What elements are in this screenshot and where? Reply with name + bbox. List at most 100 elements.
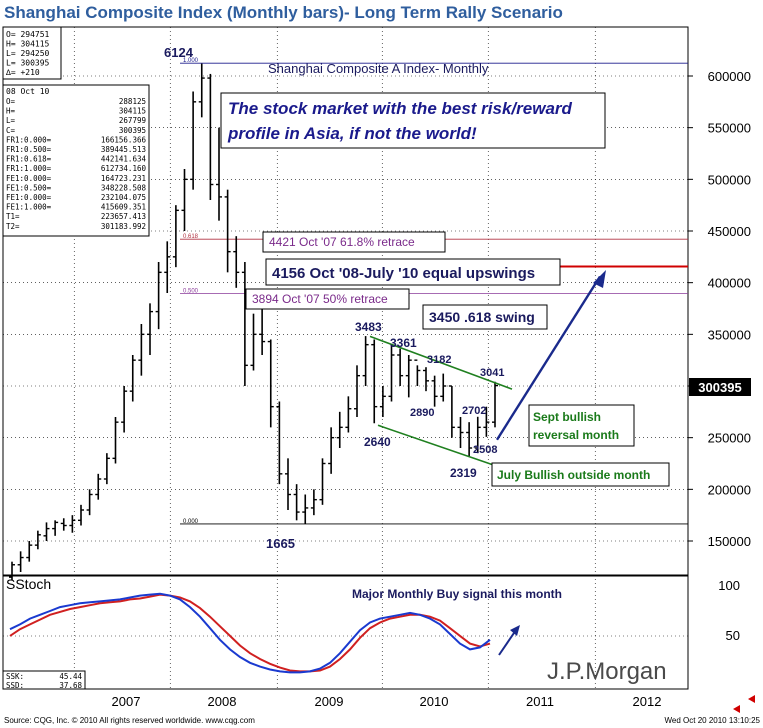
- x-tick-label: 2008: [208, 694, 237, 709]
- quote-line-2: profile in Asia, if not the world!: [227, 124, 477, 143]
- price-bars: [9, 63, 498, 581]
- y-tick-label: 250000: [708, 431, 751, 446]
- label-2702: 2702: [462, 405, 486, 417]
- y-tick-label: 150000: [708, 534, 751, 549]
- last-price-label: 300395: [698, 380, 741, 395]
- fib-ratio-label: 1.000: [183, 58, 199, 64]
- data-row-key: FE1:0.000=: [6, 193, 52, 202]
- data-row-value: 267799: [119, 116, 146, 125]
- channel-upper-line: [369, 335, 513, 390]
- label-2508: 2508: [473, 444, 497, 456]
- info-line: L= 300395: [6, 59, 50, 68]
- label-2319: 2319: [450, 466, 477, 480]
- data-row-value: 300395: [119, 126, 146, 135]
- swing-box: [422, 304, 548, 330]
- chart-subtitle: Shanghai Composite A Index- Monthly: [268, 61, 489, 76]
- retrace-618-label: 4421 Oct '07 61.8% retrace: [269, 235, 415, 249]
- x-tick-label: 2012: [633, 694, 662, 709]
- y-tick-label: 400000: [708, 276, 751, 291]
- scroll-arrow-icon[interactable]: [733, 705, 740, 713]
- stoch-value: 45.44: [59, 672, 82, 681]
- retrace-618-box: [262, 231, 446, 253]
- stoch-values-box: [2, 670, 86, 690]
- info-box: [2, 26, 62, 80]
- data-row-value: 232104.075: [101, 193, 146, 202]
- stoch-label: SStoch: [6, 576, 51, 592]
- y-tick-label: 600000: [708, 69, 751, 84]
- data-row-key: FE1:0.500=: [6, 183, 52, 192]
- label-3361: 3361: [390, 336, 417, 350]
- jpmorgan-logo: J.P.Morgan: [547, 658, 667, 685]
- data-row-key: O=: [6, 97, 16, 106]
- last-price-tag: [689, 378, 751, 396]
- upswings-box: [265, 258, 561, 286]
- data-row-key: FR1:0.618=: [6, 155, 52, 164]
- label-6124: 6124: [164, 45, 194, 60]
- data-row-key: FR1:0.500=: [6, 145, 52, 154]
- data-box-date: 08 Oct 10: [6, 87, 50, 96]
- y-tick-label: 550000: [708, 121, 751, 136]
- ssk-line: [9, 592, 491, 674]
- trend-channel: [369, 270, 606, 466]
- data-row-value: 348228.508: [101, 183, 147, 192]
- stoch-key: SSK:: [6, 672, 24, 681]
- stoch-panel-frame: [2, 575, 689, 690]
- label-1665: 1665: [266, 536, 295, 551]
- x-tick-label: 2009: [315, 694, 344, 709]
- info-line: ∆= +210: [5, 68, 40, 77]
- fib-ratio-label: 0.500: [183, 289, 199, 295]
- retrace-50-label: 3894 Oct '07 50% retrace: [252, 292, 388, 306]
- chart-title: Shanghai Composite Index (Monthly bars)-…: [4, 3, 563, 22]
- label-3041: 3041: [480, 367, 504, 379]
- data-row-key: H=: [6, 107, 16, 116]
- x-tick-label: 2011: [526, 694, 554, 709]
- retrace-50-box: [245, 288, 410, 310]
- data-row-key: L=: [6, 116, 16, 125]
- july-label: July Bullish outside month: [497, 468, 650, 482]
- data-row-value: 164723.231: [101, 174, 146, 183]
- label-2890: 2890: [410, 407, 434, 419]
- data-row-key: FR1:1.000=: [6, 164, 52, 173]
- x-tick-label: 2010: [420, 694, 449, 709]
- ssd-line: [9, 593, 491, 673]
- data-row-value: 288125: [119, 97, 146, 106]
- sept-box: [528, 404, 635, 447]
- info-line: O= 294751: [6, 30, 50, 39]
- data-row-key: FR1:0.000=: [6, 135, 52, 144]
- scroll-left-arrow-icon[interactable]: [748, 695, 755, 703]
- stoch-arrow: [498, 629, 517, 656]
- y-tick-label: 200000: [708, 482, 751, 497]
- info-line: H= 304115: [6, 40, 50, 49]
- channel-lower-line: [377, 424, 493, 466]
- stoch-tick-100: 100: [718, 578, 740, 593]
- y-axis-labels: 1500002000002500003000003500004000004500…: [688, 69, 751, 549]
- y-tick-label: 450000: [708, 224, 751, 239]
- data-row-value: 415609.351: [101, 203, 146, 212]
- fib-ratio-label: 0.000: [183, 519, 199, 525]
- upswings-label: 4156 Oct '08-July '10 equal upswings: [272, 265, 535, 282]
- projection-arrow: [495, 275, 602, 441]
- info-line: L= 294250: [6, 49, 50, 58]
- footer-source: Source: CQG, Inc. © 2010 All rights rese…: [4, 716, 255, 725]
- data-row-key: T1=: [6, 212, 20, 221]
- sept-label-2: reversal month: [533, 428, 619, 442]
- sept-label-1: Sept bullish: [533, 410, 601, 424]
- quote-box: [220, 92, 606, 149]
- stoch-key: SSD:: [6, 681, 24, 690]
- data-row-value: 389445.513: [101, 145, 146, 154]
- x-axis-labels: 2007 2008 2009 2010 2011 2012: [112, 694, 662, 709]
- label-2640: 2640: [364, 435, 391, 449]
- x-tick-label: 2007: [112, 694, 141, 709]
- stochastic-panel: SStoch 100 50 Major Monthly Buy signal this…: [2, 576, 740, 690]
- stoch-signal-text: Major Monthly Buy signal this month: [352, 587, 562, 601]
- data-row-value: 304115: [119, 107, 146, 116]
- y-tick-label: 350000: [708, 327, 751, 342]
- annotations: 6124 1665 3483 3361 3182 3041 2890 2702 2640 2508…: [2, 26, 761, 725]
- data-row-key: T2=: [6, 222, 20, 231]
- label-3182: 3182: [427, 354, 451, 366]
- data-row-value: 166156.366: [101, 135, 147, 144]
- data-row-value: 612734.160: [101, 164, 147, 173]
- swing-label: 3450 .618 swing: [429, 309, 535, 325]
- quote-line-1: The stock market with the best risk/rewa…: [228, 99, 573, 118]
